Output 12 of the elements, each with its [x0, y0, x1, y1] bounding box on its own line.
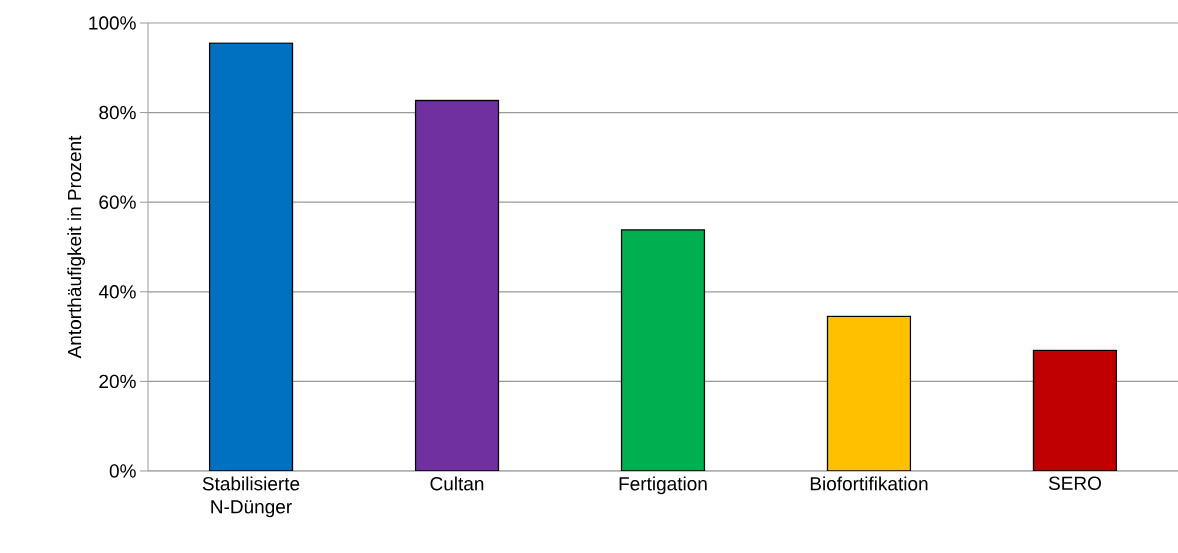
x-tick-label: Cultan — [430, 476, 484, 491]
x-tick-label: Stabilisierte N-Dünger — [202, 476, 300, 518]
y-axis-title: Antorthäufigkeit in Prozent — [67, 135, 86, 359]
x-tick-label: Fertigation — [619, 476, 707, 495]
x-tick-label: SERO — [1048, 476, 1101, 490]
y-tick-label: 60% — [99, 195, 136, 209]
y-tick-label: 40% — [98, 285, 136, 299]
x-tick-label: Biofortifikation — [810, 476, 928, 491]
y-tick-label: 0% — [109, 464, 136, 478]
y-tick-label: 80% — [99, 105, 136, 120]
y-tick-label: 20% — [99, 374, 136, 389]
y-tick-label: 100% — [89, 16, 136, 30]
